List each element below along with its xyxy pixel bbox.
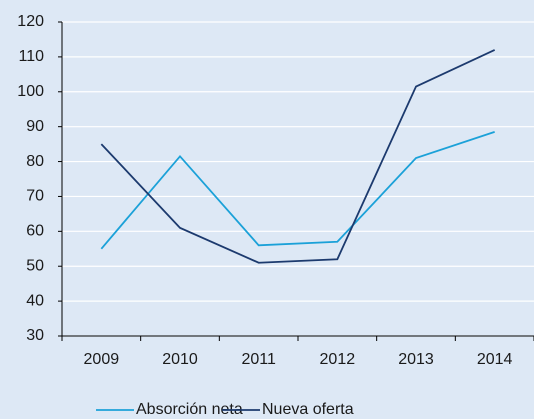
x-tick-label: 2013 <box>398 351 434 368</box>
y-tick-label: 100 <box>17 83 44 100</box>
y-tick-label: 30 <box>26 327 44 344</box>
legend-label: Absorción neta <box>136 401 243 418</box>
y-tick-label: 70 <box>26 188 44 205</box>
y-tick-label: 110 <box>18 48 44 65</box>
y-tick-label: 60 <box>26 223 44 240</box>
y-tick-label: 80 <box>26 153 44 170</box>
y-tick-label: 120 <box>17 13 44 30</box>
x-tick-label: 2010 <box>162 351 198 368</box>
legend-label: Nueva oferta <box>262 401 354 418</box>
x-tick-label: 2014 <box>477 351 513 368</box>
x-tick-label: 2012 <box>320 351 356 368</box>
y-tick-label: 50 <box>26 257 44 274</box>
x-tick-label: 2009 <box>84 351 120 368</box>
series-line <box>100 49 496 264</box>
y-tick-label: 90 <box>26 118 44 135</box>
y-tick-label: 40 <box>26 292 44 309</box>
series-line <box>100 131 495 250</box>
x-tick-label: 2011 <box>241 351 276 368</box>
